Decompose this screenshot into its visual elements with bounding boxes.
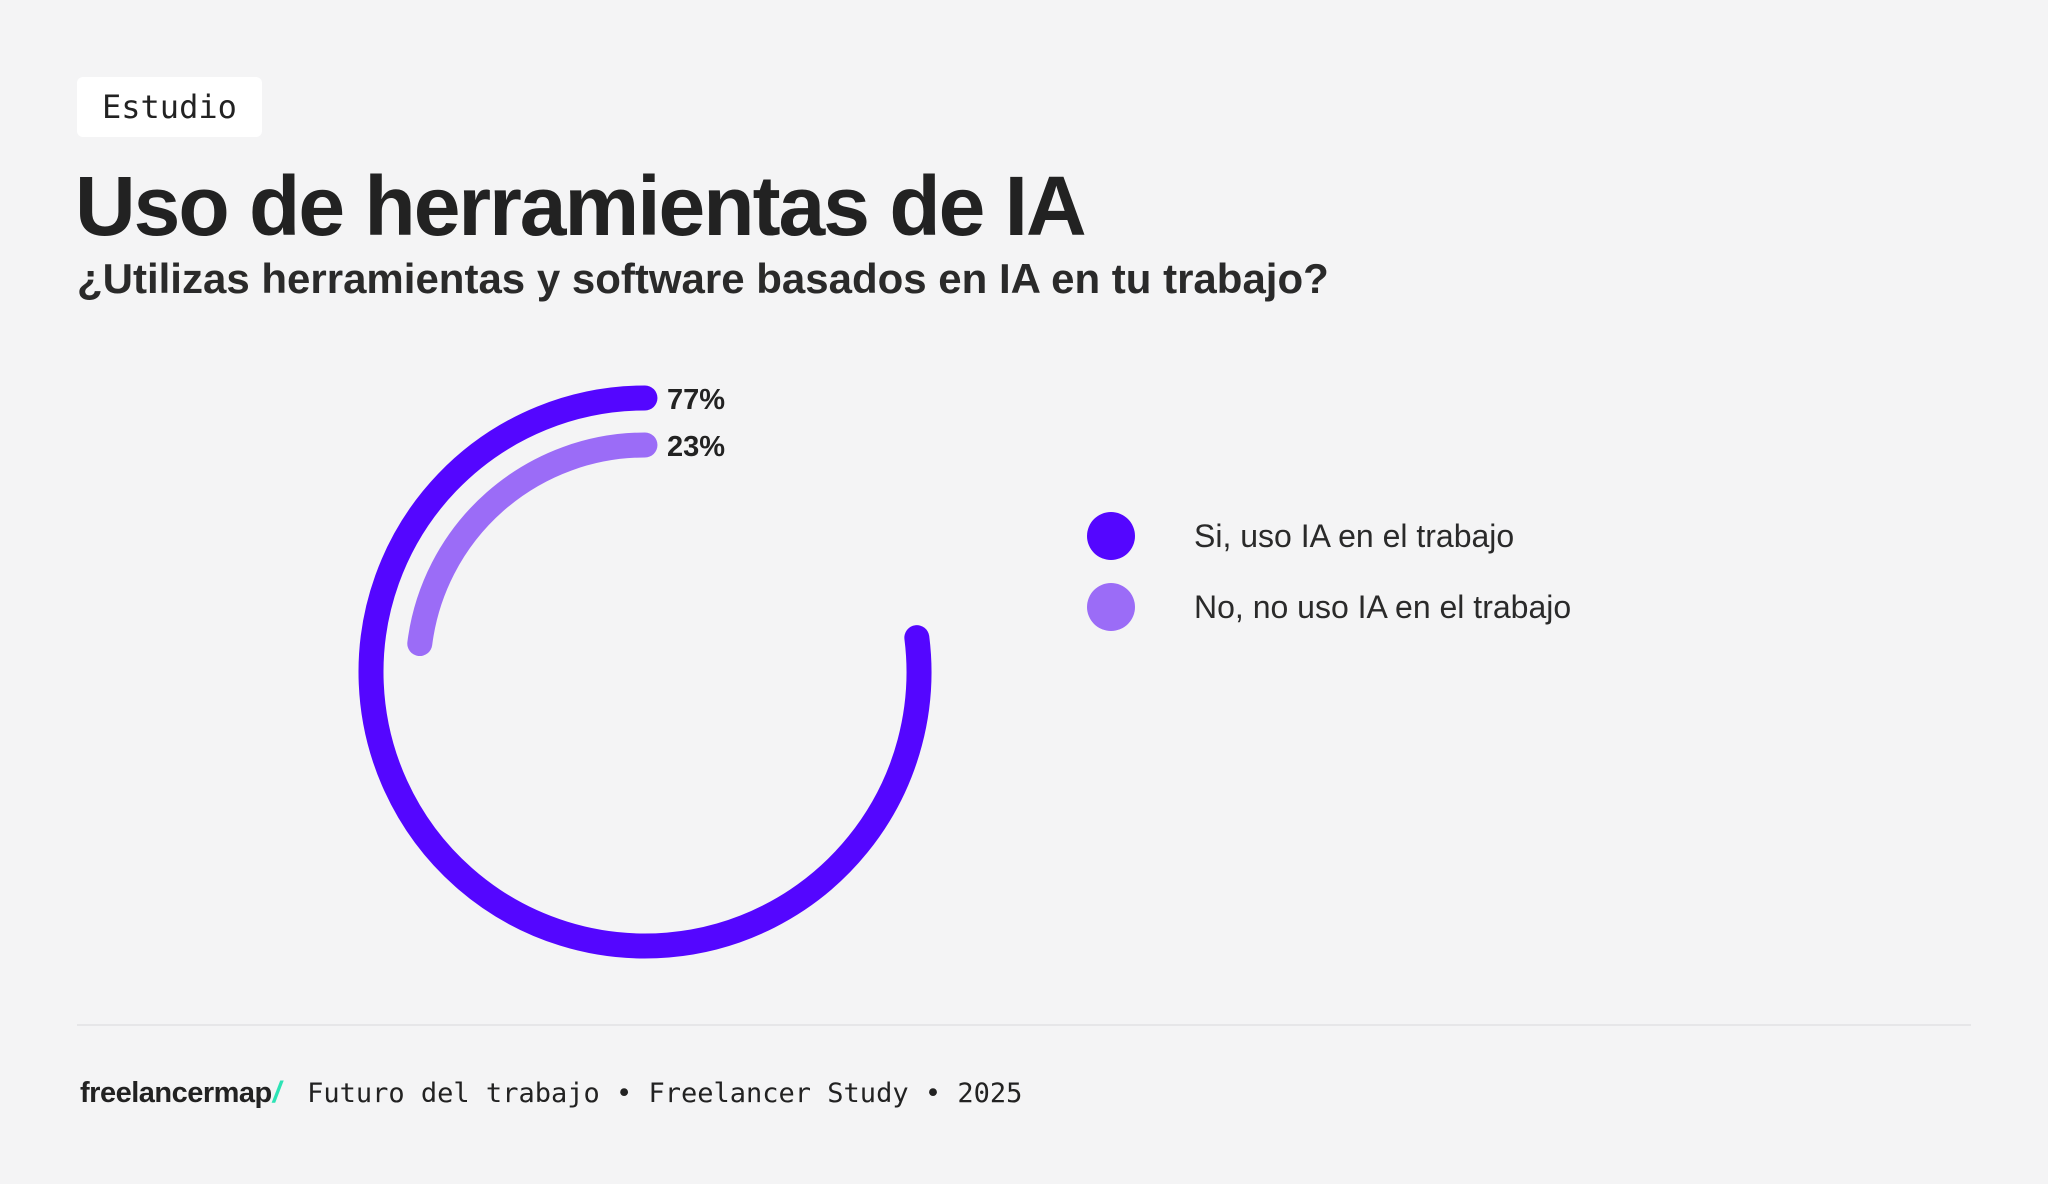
radial-bar-yes (358, 385, 932, 959)
page-title: Uso de herramientas de IA (75, 159, 1087, 253)
brand-logo-slash: / (272, 1076, 282, 1109)
radial-bar-chart: 77%23% (358, 384, 932, 959)
brand-logo: freelancermap (80, 1076, 272, 1109)
category-badge: Estudio (77, 77, 262, 137)
page-subtitle: ¿Utilizas herramientas y software basado… (77, 255, 1329, 302)
footer: freelancermap / Futuro del trabajo • Free… (80, 1071, 1022, 1115)
legend-swatch-yes (1087, 512, 1135, 560)
legend-label-yes: Si, uso IA en el trabajo (1194, 517, 1515, 554)
data-label-no: 23% (667, 431, 725, 463)
chart-legend: Si, uso IA en el trabajo No, no uso IA e… (1087, 512, 1571, 654)
footer-divider (77, 1024, 1971, 1026)
legend-item-no: No, no uso IA en el trabajo (1087, 583, 1571, 631)
radial-bar-no (407, 432, 658, 657)
data-label-yes: 77% (667, 384, 725, 416)
legend-swatch-no (1087, 583, 1135, 631)
footer-source-text: Futuro del trabajo • Freelancer Study • … (307, 1077, 1023, 1109)
legend-item-yes: Si, uso IA en el trabajo (1087, 512, 1571, 560)
legend-label-no: No, no uso IA en el trabajo (1194, 588, 1572, 625)
